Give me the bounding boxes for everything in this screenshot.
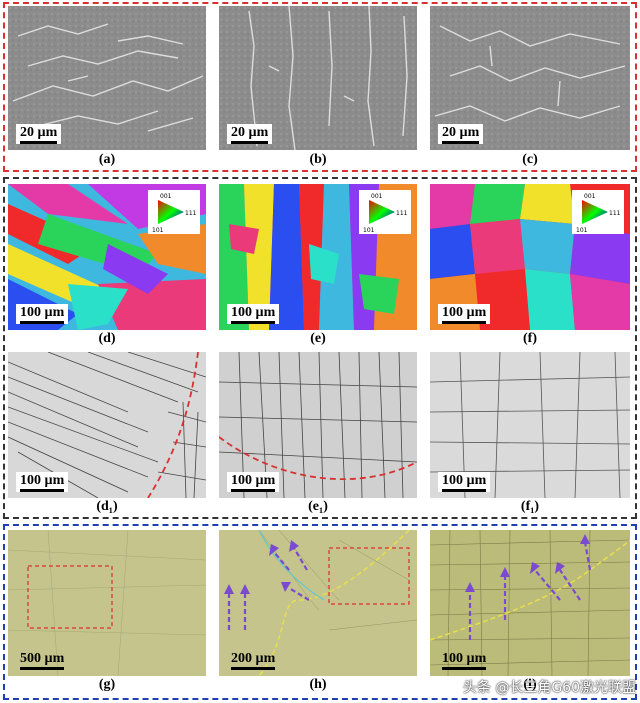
svg-text:111: 111 — [396, 210, 408, 217]
scale-bar: 500 µm — [16, 650, 68, 670]
scale-bar: 100 µm — [438, 472, 491, 492]
svg-text:111: 111 — [185, 210, 197, 217]
panel-e1-grain-boundary-map: 100 µm — [219, 352, 417, 498]
group-ebsd — [3, 177, 637, 519]
panel-label-a: (a) — [98, 152, 116, 167]
panel-label-f: (f) — [523, 331, 537, 346]
svg-text:001: 001 — [371, 193, 383, 200]
group-sem — [3, 2, 637, 172]
panel-label-c: (c) — [522, 152, 538, 167]
panel-e-ebsd-map: 001 111 101 100 µm — [219, 184, 417, 330]
scale-bar: 20 µm — [438, 124, 484, 144]
panel-label-f1: (f₁) — [520, 499, 540, 514]
panel-h-optical-micrograph: 200 µm — [219, 530, 417, 676]
panel-label-e: (e) — [310, 331, 326, 346]
svg-text:001: 001 — [584, 193, 596, 200]
scale-bar: 100 µm — [16, 472, 69, 492]
ipf-legend: 001 111 101 — [359, 190, 411, 234]
panel-a-sem-image: 20 µm — [8, 6, 206, 150]
panel-f1-grain-boundary-map: 100 µm — [430, 352, 630, 498]
scale-bar: 200 µm — [227, 650, 279, 670]
panel-f-ebsd-map: 001 111 101 100 µm — [430, 184, 630, 330]
svg-text:111: 111 — [609, 210, 621, 217]
panel-b-sem-image: 20 µm — [219, 6, 417, 150]
panel-c-sem-image: 20 µm — [430, 6, 630, 150]
group-optical — [3, 524, 637, 700]
svg-text:101: 101 — [576, 227, 588, 234]
ipf-legend: 001 111 101 — [572, 190, 624, 234]
scale-bar: 100 µm — [438, 650, 490, 670]
panel-g-optical-micrograph: 500 µm — [8, 530, 206, 676]
panel-i-optical-micrograph: 100 µm — [430, 530, 630, 676]
watermark: 头条 @长三角G60激光联盟 — [462, 680, 636, 696]
panel-d-ebsd-map: 001 111 101 100 µm — [8, 184, 206, 330]
svg-text:001: 001 — [160, 193, 172, 200]
panel-label-h: (h) — [309, 677, 327, 692]
scale-bar: 100 µm — [227, 472, 280, 492]
scale-bar: 100 µm — [438, 304, 491, 324]
panel-label-d: (d) — [98, 331, 116, 346]
scale-bar: 100 µm — [227, 304, 280, 324]
svg-text:101: 101 — [363, 227, 375, 234]
panel-label-e1: (e₁) — [308, 499, 328, 514]
panel-label-d1: (d₁) — [96, 499, 118, 514]
scale-bar: 20 µm — [16, 124, 62, 144]
scale-bar: 100 µm — [16, 304, 69, 324]
panel-label-i: (i) — [523, 677, 537, 692]
scale-bar: 20 µm — [227, 124, 273, 144]
ipf-legend: 001 111 101 — [148, 190, 200, 234]
panel-label-g: (g) — [98, 677, 116, 692]
panel-label-b: (b) — [309, 152, 327, 167]
svg-text:101: 101 — [152, 227, 164, 234]
panel-d1-grain-boundary-map: 100 µm — [8, 352, 206, 498]
